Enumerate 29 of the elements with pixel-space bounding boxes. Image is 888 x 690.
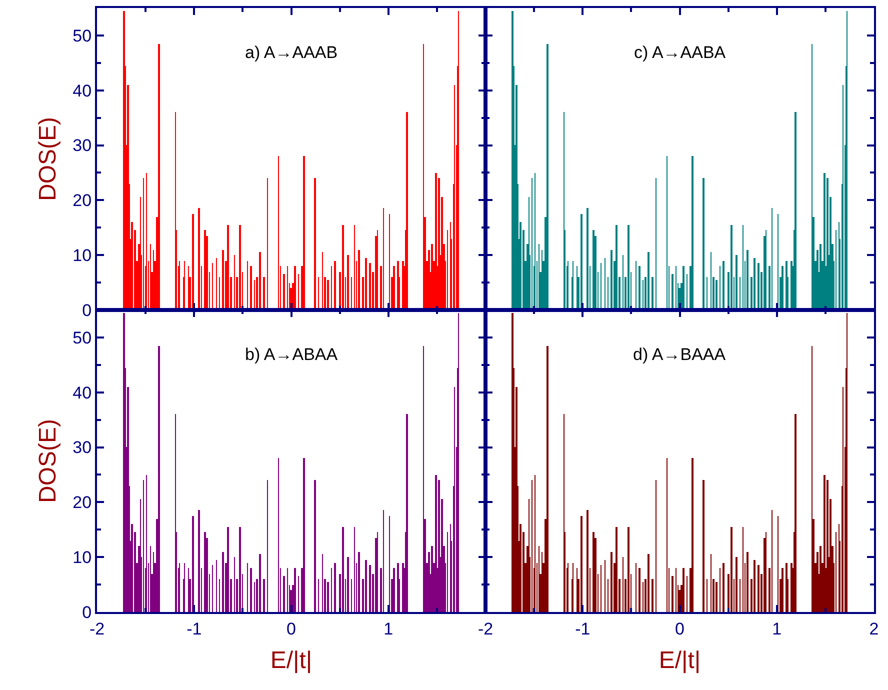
y-axis-title: DOS(E) bbox=[34, 117, 62, 201]
x-tick-label: 1 bbox=[384, 619, 394, 638]
y-tick-label: 50 bbox=[72, 328, 92, 348]
y-tick-label: 30 bbox=[72, 438, 92, 458]
y-tick-label: 30 bbox=[72, 136, 92, 156]
y-tick-label: 20 bbox=[72, 191, 92, 210]
y-tick-label: 40 bbox=[72, 81, 92, 100]
y-tick-label: 0 bbox=[82, 602, 92, 622]
x-tick-label: 2 bbox=[869, 619, 879, 638]
x-tick-label: 1 bbox=[772, 619, 782, 638]
y-tick-label: 10 bbox=[72, 246, 92, 266]
x-axis-title: E/|t| bbox=[658, 647, 701, 674]
x-tick-label: -2 bbox=[89, 619, 105, 638]
x-axis-title: E/|t| bbox=[270, 647, 312, 674]
y-tick-label: 0 bbox=[82, 300, 92, 320]
annotation: b) A→ABAA bbox=[245, 345, 338, 364]
x-tick-label: -2 bbox=[478, 619, 494, 638]
annotation: a) A→AAAB bbox=[245, 43, 338, 62]
x-tick-label: 0 bbox=[286, 619, 296, 638]
x-tick-label: -1 bbox=[575, 619, 590, 638]
x-tick-label: 0 bbox=[675, 619, 684, 638]
annotation: d) A→BAAA bbox=[633, 345, 726, 364]
annotation: c) A→AABA bbox=[634, 43, 726, 62]
y-tick-label: 20 bbox=[72, 493, 92, 512]
x-tick-label: -1 bbox=[186, 619, 202, 638]
y-tick-label: 10 bbox=[72, 548, 92, 568]
y-tick-label: 50 bbox=[72, 26, 92, 46]
y-axis-title: DOS(E) bbox=[34, 419, 62, 503]
y-tick-label: 40 bbox=[72, 383, 92, 402]
